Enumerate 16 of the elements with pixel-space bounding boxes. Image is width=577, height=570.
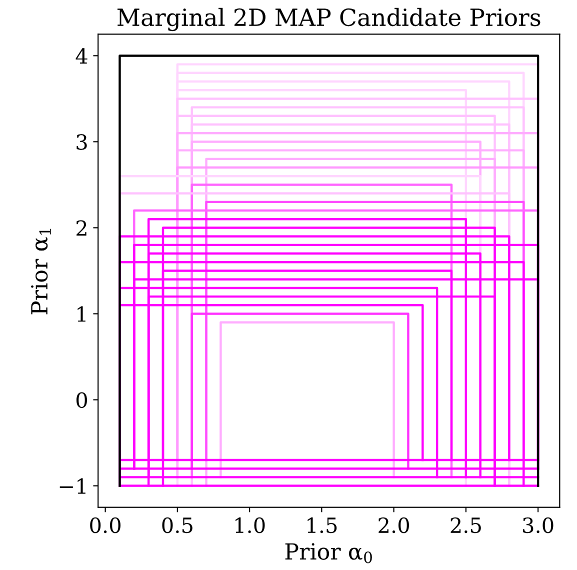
y-tick-label: 3 [76, 134, 87, 150]
y-tick-label: 4 [76, 48, 88, 64]
x-tick-label: 0.5 [162, 517, 192, 534]
x-tick-label: 0.0 [90, 517, 120, 534]
x-tick-label: 3.0 [523, 517, 554, 534]
x-tick-label: 1.5 [308, 517, 337, 534]
x-tick-label: 1.0 [236, 517, 265, 534]
y-tick-label: 2 [76, 220, 86, 236]
x-tick-label: 2.0 [378, 517, 409, 534]
x-tick-label: 2.5 [450, 517, 481, 534]
y-tick-label: 1 [78, 306, 86, 322]
y-tick-label: −1 [60, 478, 86, 494]
x-axis-title: Prior α$_{0}$ [285, 543, 372, 564]
y-tick-label: 0 [76, 392, 87, 408]
y-axis-title: Prior α$_{1}$ [31, 228, 51, 314]
chart-title: Marginal 2D MAP Candidate Priors [118, 8, 540, 32]
